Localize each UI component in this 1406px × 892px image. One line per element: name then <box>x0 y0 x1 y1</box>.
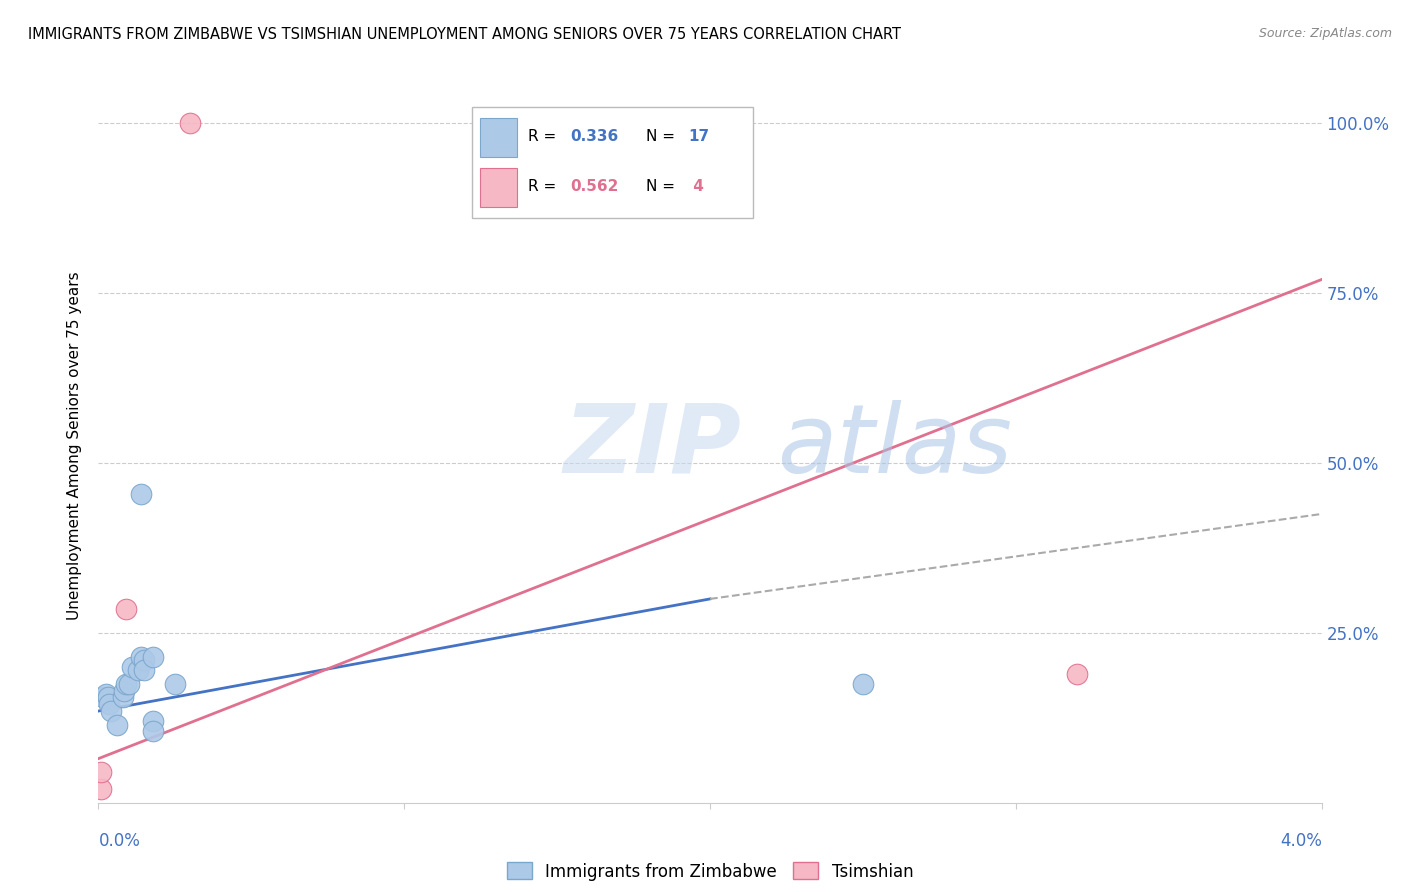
Point <box>94 687 117 701</box>
Point <box>115 677 138 691</box>
Point <box>112 683 135 698</box>
Point <box>100 704 122 718</box>
Point <box>142 649 165 664</box>
Text: 0.0%: 0.0% <box>98 831 141 849</box>
Point <box>142 714 165 729</box>
Text: ZIP: ZIP <box>564 400 741 492</box>
Point <box>163 677 186 691</box>
Point <box>105 717 128 731</box>
Point <box>1066 666 1088 681</box>
Point <box>91 690 114 705</box>
Point <box>134 653 156 667</box>
Point <box>111 690 134 705</box>
Point <box>129 649 152 664</box>
Point <box>118 677 141 691</box>
Text: atlas: atlas <box>778 400 1012 492</box>
Legend: Immigrants from Zimbabwe, Tsimshian: Immigrants from Zimbabwe, Tsimshian <box>501 855 920 888</box>
Point <box>90 765 112 780</box>
Point <box>97 690 120 705</box>
Point <box>98 698 121 712</box>
Point <box>121 660 143 674</box>
Text: IMMIGRANTS FROM ZIMBABWE VS TSIMSHIAN UNEMPLOYMENT AMONG SENIORS OVER 75 YEARS C: IMMIGRANTS FROM ZIMBABWE VS TSIMSHIAN UN… <box>28 27 901 42</box>
Point <box>115 602 138 616</box>
Point <box>142 724 165 739</box>
Point <box>134 663 156 677</box>
Point <box>129 486 152 500</box>
Point <box>179 116 201 130</box>
Text: Source: ZipAtlas.com: Source: ZipAtlas.com <box>1258 27 1392 40</box>
Point <box>127 663 149 677</box>
Point <box>852 677 875 691</box>
Point <box>90 782 112 797</box>
Text: 4.0%: 4.0% <box>1279 831 1322 849</box>
Y-axis label: Unemployment Among Seniors over 75 years: Unemployment Among Seniors over 75 years <box>67 272 83 620</box>
